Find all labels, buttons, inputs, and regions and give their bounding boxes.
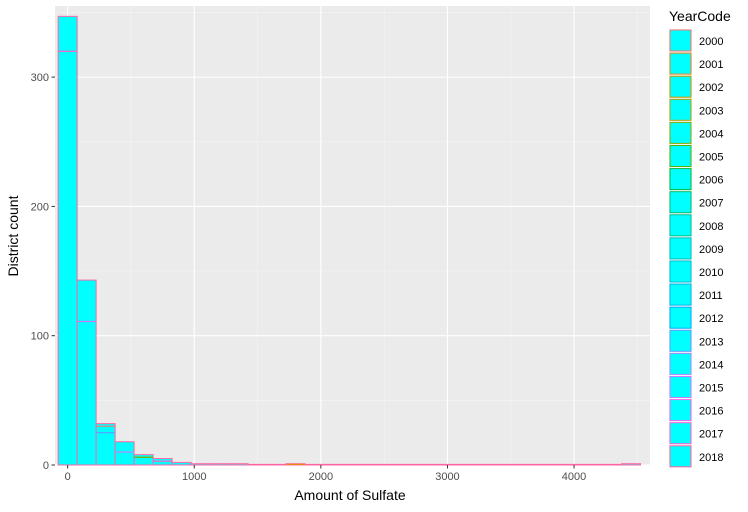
legend-label: 2016 bbox=[699, 406, 723, 418]
legend-label: 2018 bbox=[699, 452, 723, 464]
legend-label: 2010 bbox=[699, 267, 723, 279]
legend-label: 2007 bbox=[699, 198, 723, 210]
legend-items: 2000 2001 2002 2003 2004 2005 2006 2007 2008 2009… bbox=[669, 29, 723, 468]
minor-gridlines bbox=[55, 6, 650, 465]
legend-label: 2008 bbox=[699, 221, 723, 233]
legend-swatch bbox=[669, 145, 692, 167]
histogram-bars bbox=[57, 15, 642, 466]
histogram-bar bbox=[95, 423, 116, 466]
legend-swatch bbox=[669, 283, 692, 306]
legend-label: 2001 bbox=[699, 59, 723, 71]
histogram-bar bbox=[247, 463, 268, 466]
legend-swatch bbox=[669, 98, 692, 121]
legend-swatch bbox=[669, 168, 692, 191]
x-tick-label: 1000 bbox=[182, 471, 206, 483]
histogram-bar bbox=[621, 463, 642, 466]
histogram-bar bbox=[171, 461, 192, 466]
x-tick-label: 2000 bbox=[309, 471, 333, 483]
legend-label: 2012 bbox=[699, 313, 723, 325]
legend-swatch bbox=[669, 445, 692, 468]
legend-label: 2005 bbox=[699, 152, 723, 164]
legend-swatch bbox=[669, 260, 692, 283]
histogram-bar bbox=[209, 463, 230, 466]
legend-swatch bbox=[669, 121, 692, 144]
legend-swatch bbox=[669, 306, 692, 329]
legend-swatch bbox=[669, 399, 692, 422]
legend-swatch bbox=[669, 214, 692, 237]
legend-title: YearCode bbox=[669, 8, 731, 24]
y-axis-title: District count bbox=[5, 195, 21, 276]
legend-label: 2013 bbox=[699, 336, 723, 348]
x-tick-label: 4000 bbox=[562, 471, 586, 483]
legend-label: 2000 bbox=[699, 36, 723, 48]
legend: YearCode 2000200120022003200420052006200… bbox=[669, 8, 731, 468]
legend-label: 2006 bbox=[699, 175, 723, 187]
legend-swatch bbox=[669, 237, 692, 260]
y-tick-label: 0 bbox=[43, 460, 49, 472]
histogram-bar bbox=[323, 463, 623, 466]
y-axis-ticks: 0 100 200 300 bbox=[31, 72, 55, 472]
x-axis-ticks: 0 1000 2000 3000 4000 bbox=[65, 465, 586, 483]
legend-label: 2014 bbox=[699, 359, 723, 371]
x-tick-label: 3000 bbox=[435, 471, 459, 483]
legend-swatch bbox=[669, 191, 692, 214]
histogram-bar bbox=[152, 458, 173, 466]
histogram-bar bbox=[266, 463, 287, 466]
y-tick-label: 100 bbox=[31, 331, 49, 343]
histogram-bar bbox=[304, 463, 325, 466]
histogram-bar bbox=[190, 463, 211, 466]
y-tick-label: 300 bbox=[31, 72, 49, 84]
plot-panel bbox=[55, 6, 650, 465]
y-tick-label: 200 bbox=[31, 201, 49, 213]
legend-label: 2015 bbox=[699, 383, 723, 395]
legend-label: 2017 bbox=[699, 429, 723, 441]
stack-segment-lines bbox=[58, 50, 306, 465]
histogram-bar bbox=[133, 454, 154, 466]
histogram-bar bbox=[114, 441, 135, 466]
legend-swatch bbox=[669, 376, 692, 398]
legend-swatch bbox=[669, 52, 692, 75]
legend-swatch bbox=[669, 329, 692, 352]
legend-label: 2009 bbox=[699, 244, 723, 256]
legend-label: 2002 bbox=[699, 82, 723, 94]
legend-swatch bbox=[669, 422, 692, 445]
x-tick-label: 0 bbox=[65, 471, 71, 483]
legend-label: 2003 bbox=[699, 105, 723, 117]
legend-label: 2004 bbox=[699, 128, 723, 140]
histogram-bar bbox=[228, 463, 249, 466]
legend-label: 2011 bbox=[699, 290, 723, 302]
histogram-bar bbox=[76, 279, 97, 466]
legend-swatch bbox=[669, 75, 692, 98]
x-axis-title: Amount of Sulfate bbox=[294, 487, 406, 503]
legend-swatch bbox=[669, 352, 692, 375]
histogram-bar bbox=[57, 15, 78, 466]
legend-swatch bbox=[669, 29, 692, 52]
